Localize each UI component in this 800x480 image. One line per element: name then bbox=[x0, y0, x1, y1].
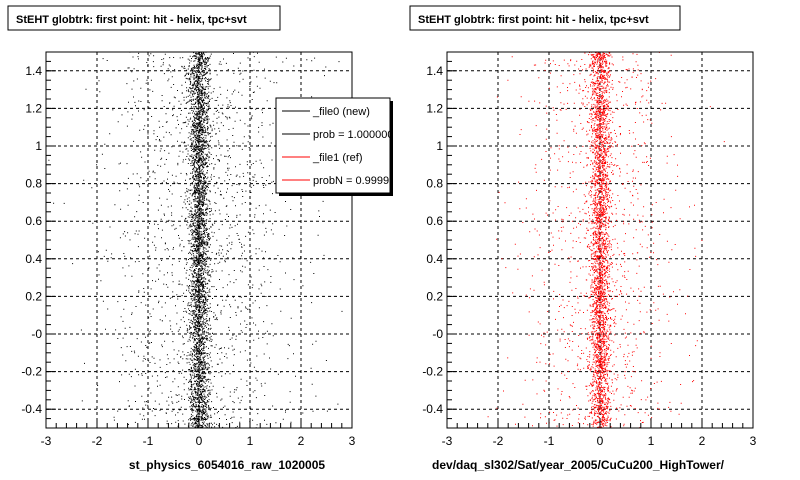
y-tick-label: -0.2 bbox=[21, 365, 42, 379]
y-tick-label: -0 bbox=[432, 327, 443, 341]
y-tick-label: 1.2 bbox=[25, 101, 42, 115]
x-tick-label: 2 bbox=[699, 434, 706, 448]
legend-entry-label: _file1 (ref) bbox=[312, 152, 363, 164]
scatter-points bbox=[487, 51, 725, 429]
x-tick-label: -1 bbox=[544, 434, 555, 448]
y-tick-label: 1.4 bbox=[426, 64, 443, 78]
y-tick-label: 0.2 bbox=[25, 289, 42, 303]
x-tick-label: 3 bbox=[349, 434, 356, 448]
y-tick-label: 0.6 bbox=[426, 214, 443, 228]
y-tick-label: 1.2 bbox=[426, 101, 443, 115]
x-tick-label: 0 bbox=[196, 434, 203, 448]
y-tick-label: 1 bbox=[35, 139, 42, 153]
y-tick-label: 1.4 bbox=[25, 64, 42, 78]
y-tick-label: -0.4 bbox=[422, 402, 443, 416]
legend-box bbox=[275, 97, 391, 194]
right-chart-title: StEHT globtrk: first point: hit - helix,… bbox=[418, 14, 649, 26]
left-chart-title: StEHT globtrk: first point: hit - helix,… bbox=[16, 14, 247, 26]
left-chart-title-box: StEHT globtrk: first point: hit - helix,… bbox=[7, 5, 281, 31]
scatter-points bbox=[48, 51, 343, 429]
legend-entries: _file0 (new) prob = 1.000000 _file1 (ref) p… bbox=[282, 106, 401, 187]
left-chart-axes: -3 -2 -1 0 1 2 3 -0.4 -0.2 -0 0.2 0.4 0.6 0.8 1 1.2 1.4 bbox=[21, 51, 356, 448]
x-tick-label: 1 bbox=[247, 434, 254, 448]
y-tick-label: 0.4 bbox=[426, 252, 443, 266]
left-chart-panel: StEHT globtrk: first point: hit - helix,… bbox=[7, 5, 356, 472]
x-tick-label: 3 bbox=[750, 434, 757, 448]
legend: _file0 (new) prob = 1.000000 _file1 (ref) p… bbox=[275, 97, 401, 196]
x-tick-label: -2 bbox=[92, 434, 103, 448]
y-tick-label: 0.2 bbox=[426, 289, 443, 303]
legend-entry-label: probN = 0.999995 bbox=[313, 175, 401, 187]
y-tick-label: 1 bbox=[436, 139, 443, 153]
legend-entry-label: prob = 1.000000 bbox=[313, 129, 393, 141]
right-chart-title-box: StEHT globtrk: first point: hit - helix,… bbox=[409, 5, 681, 31]
y-tick-label: -0 bbox=[31, 327, 42, 341]
right-chart-axes: -3 -2 -1 0 1 2 3 -0.4 -0.2 -0 0.2 0.4 0.6 0.8 1 1.2 1.4 bbox=[422, 51, 757, 448]
x-tick-label: -2 bbox=[493, 434, 504, 448]
right-chart-xlabel: dev/daq_sl302/Sat/year_2005/CuCu200_High… bbox=[432, 458, 725, 472]
left-chart-points bbox=[48, 51, 343, 429]
x-tick-label: -1 bbox=[143, 434, 154, 448]
x-tick-label: 0 bbox=[597, 434, 604, 448]
y-tick-label: -0.2 bbox=[422, 365, 443, 379]
y-tick-label: 0.8 bbox=[426, 177, 443, 191]
legend-entry-label: _file0 (new) bbox=[312, 106, 370, 118]
y-tick-label: 0.6 bbox=[25, 214, 42, 228]
x-tick-label: 1 bbox=[648, 434, 655, 448]
y-tick-label: 0.4 bbox=[25, 252, 42, 266]
right-chart-points bbox=[487, 51, 725, 429]
left-chart-xlabel: st_physics_6054016_raw_1020005 bbox=[129, 458, 325, 472]
y-tick-label: 0.8 bbox=[25, 177, 42, 191]
y-tick-label: -0.4 bbox=[21, 402, 42, 416]
right-chart-panel: StEHT globtrk: first point: hit - helix,… bbox=[409, 5, 757, 472]
x-tick-label: -3 bbox=[442, 434, 453, 448]
x-tick-label: 2 bbox=[298, 434, 305, 448]
x-tick-label: -3 bbox=[41, 434, 52, 448]
